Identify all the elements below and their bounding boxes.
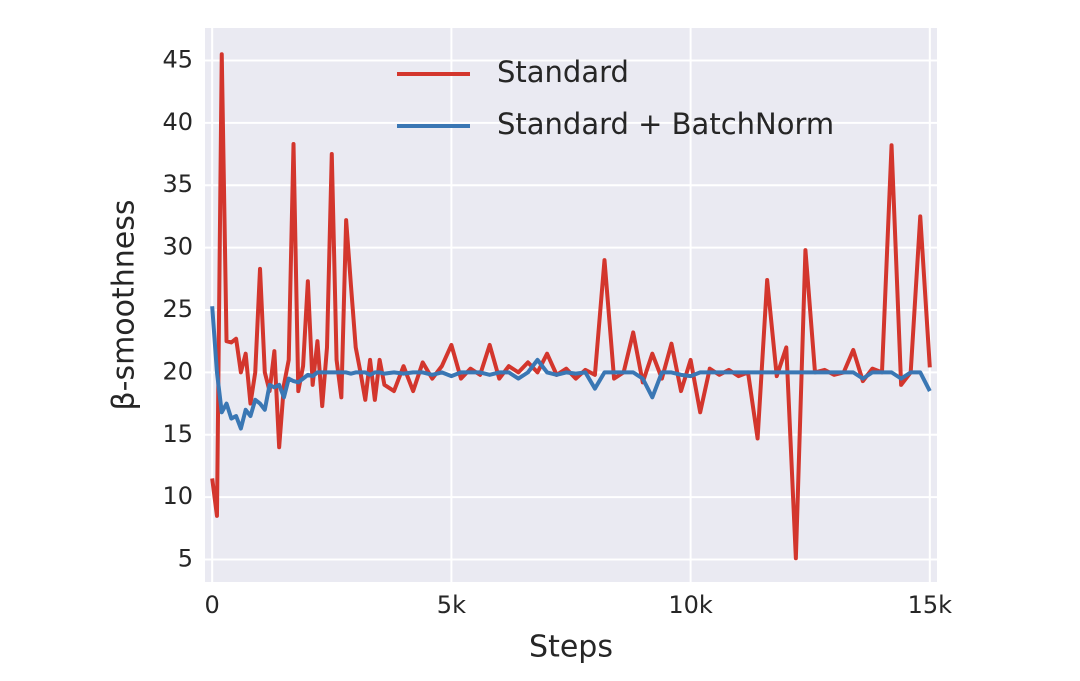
y-tick-label: 10 — [162, 482, 193, 510]
data-line — [210, 306, 932, 431]
legend-label: Standard — [497, 55, 629, 89]
x-axis-label: Steps — [529, 630, 613, 665]
y-axis-label: β-smoothness — [107, 199, 142, 410]
y-tick-label: 25 — [162, 295, 193, 323]
y-tick-label: 15 — [162, 420, 193, 448]
data-line — [210, 52, 932, 561]
x-tick-label: 0 — [205, 591, 220, 619]
x-tick-label: 5k — [437, 591, 466, 619]
y-tick-label: 40 — [162, 108, 193, 136]
legend-label: Standard + BatchNorm — [497, 107, 834, 141]
y-tick-label: 30 — [162, 233, 193, 261]
x-tick-label: 15k — [908, 591, 953, 619]
y-tick-label: 5 — [178, 545, 193, 573]
y-tick-label: 20 — [162, 357, 193, 385]
y-tick-label: 45 — [162, 45, 193, 73]
y-tick-label: 35 — [162, 170, 193, 198]
x-tick-label: 10k — [668, 591, 713, 619]
